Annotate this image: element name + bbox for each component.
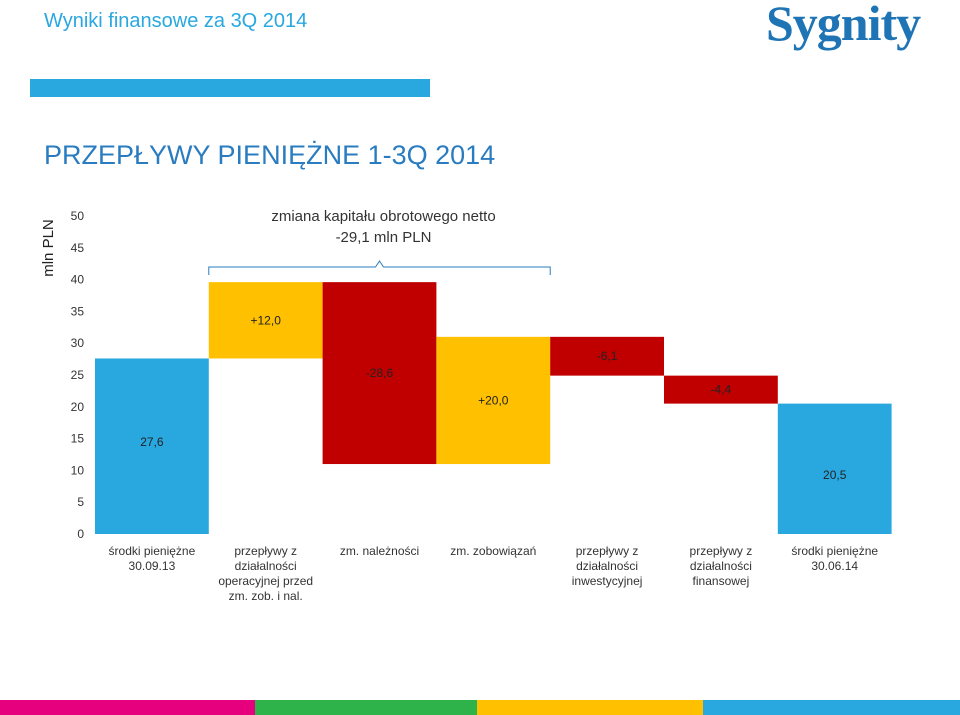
bar-total — [95, 358, 209, 534]
bar-decrease — [664, 375, 778, 404]
y-tick-label: 25 — [71, 368, 85, 382]
y-tick-label: 35 — [71, 304, 85, 318]
footer-color-segment — [0, 700, 255, 715]
y-tick-label: 15 — [71, 432, 85, 446]
sygnity-logo: Sygnity — [766, 0, 921, 51]
footer-color-strip — [0, 700, 960, 715]
x-tick-label: działalności — [576, 559, 638, 573]
footer-color-segment — [255, 700, 477, 715]
footer-color-segment — [477, 700, 703, 715]
x-tick-label: inwestycyjnej — [572, 574, 643, 588]
x-tick-label: działalności — [690, 559, 752, 573]
x-tick-label: środki pieniężne — [791, 544, 878, 558]
x-tick-label: działalności — [235, 559, 297, 573]
data-label: +12,0 — [251, 313, 282, 327]
y-axis-label: mln PLN — [40, 219, 57, 277]
data-label: +20,0 — [478, 393, 509, 407]
data-label: -6,1 — [597, 349, 618, 363]
x-tick-label: zm. należności — [340, 544, 419, 558]
x-tick-label: 30.09.13 — [129, 559, 176, 573]
annotation-text: zmiana kapitału obrotowego netto — [271, 208, 495, 225]
x-tick-label: przepływy z — [576, 544, 639, 558]
slide-title: PRZEPŁYWY PIENIĘŻNE 1-3Q 2014 — [44, 140, 496, 170]
bar-total — [777, 403, 892, 534]
bar-increase — [436, 336, 551, 465]
y-tick-label: 0 — [77, 527, 84, 541]
bar-increase — [208, 282, 323, 359]
data-label: -4,4 — [711, 383, 732, 397]
data-label: 27,6 — [140, 435, 164, 449]
y-tick-label: 10 — [71, 463, 85, 477]
x-tick-label: 30.06.14 — [811, 559, 858, 573]
footer-color-segment — [703, 700, 960, 715]
y-tick-label: 40 — [71, 273, 85, 287]
x-tick-label: finansowej — [693, 574, 750, 588]
y-tick-label: 45 — [71, 241, 85, 255]
header-accent-bar — [30, 79, 430, 97]
x-tick-label: środki pieniężne — [109, 544, 196, 558]
y-tick-label: 20 — [71, 400, 85, 414]
annotation-text: -29,1 mln PLN — [336, 229, 432, 246]
data-label: -28,6 — [366, 366, 394, 380]
y-tick-label: 30 — [71, 336, 85, 350]
header-title: Wyniki finansowe za 3Q 2014 — [44, 10, 308, 32]
x-tick-label: przepływy z — [690, 544, 753, 558]
bar-decrease — [322, 282, 437, 465]
bar-decrease — [550, 336, 664, 376]
x-tick-label: operacyjnej przed — [218, 574, 313, 588]
x-tick-label: zm. zob. i nal. — [229, 589, 303, 603]
x-tick-label: zm. zobowiązań — [450, 544, 536, 558]
x-tick-label: przepływy z — [234, 544, 297, 558]
annotation-bracket — [208, 260, 551, 275]
data-label: 20,5 — [823, 468, 847, 482]
y-tick-label: 50 — [71, 209, 85, 223]
y-tick-label: 5 — [77, 495, 84, 509]
